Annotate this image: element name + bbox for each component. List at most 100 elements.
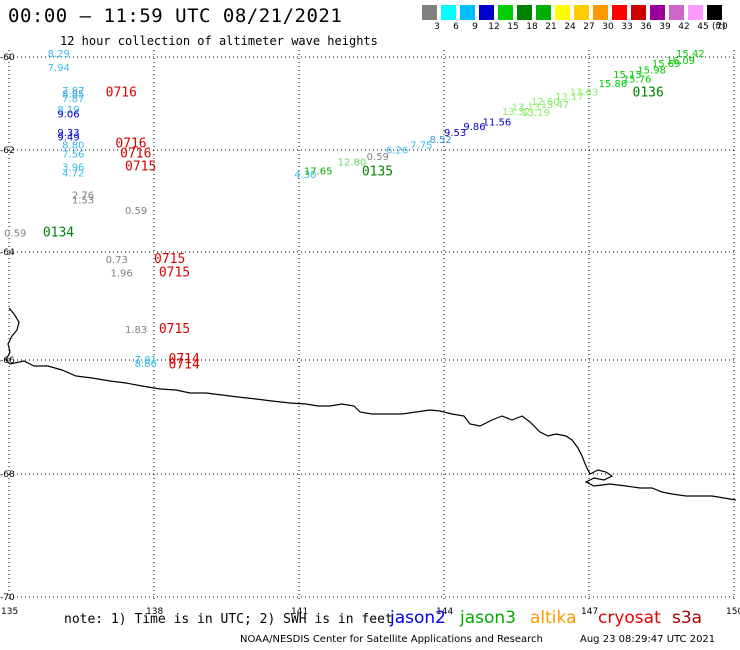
scale-label: 18 — [526, 22, 538, 32]
wave-height-value: 1.83 — [125, 325, 147, 336]
pass-time-label: 0716 — [120, 147, 151, 162]
scale-label: 15 — [507, 22, 519, 32]
note-text: note: 1) Time is in UTC; 2) SWH is in fe… — [64, 612, 393, 627]
longitude-label: 150 — [726, 607, 740, 617]
scale-swatch — [593, 5, 608, 20]
map-title: 00:00 – 11:59 UTC 08/21/2021 — [8, 5, 343, 27]
wave-height-value: 0.59 — [367, 152, 389, 163]
wave-height-value: 7.87 — [62, 94, 84, 105]
map-subtitle: 12 hour collection of altimeter wave hei… — [60, 34, 378, 48]
wave-height-value: 9.06 — [57, 109, 79, 120]
scale-label: 36 — [640, 22, 652, 32]
scale-swatch — [555, 5, 570, 20]
scale-swatch — [517, 5, 532, 20]
graticule — [8, 50, 736, 600]
wave-height-value: 8.80 — [62, 141, 84, 152]
wave-height-value: 3.96 — [62, 162, 84, 173]
pass-time-labels: 0716071607160715013407150715071507140714… — [43, 86, 664, 373]
wave-height-value: 2.76 — [72, 190, 94, 201]
mission-label-jason2: jason2 — [390, 608, 446, 628]
pass-time-label: 0715 — [125, 159, 156, 174]
longitude-label: 141 — [291, 607, 308, 617]
wave-height-value: 8.19 — [57, 105, 79, 116]
pass-time-label: 0716 — [106, 86, 137, 101]
scale-swatch — [422, 5, 437, 20]
coastline — [5, 307, 737, 501]
wave-height-value: 4.72 — [62, 169, 84, 180]
latitude-label: -66 — [0, 356, 15, 366]
mission-label-altika: altika — [530, 608, 577, 628]
latitude-label: -62 — [0, 146, 15, 156]
pass-time-label: 0714 — [169, 352, 200, 367]
wave-height-value: 7.75 — [410, 141, 432, 152]
wave-height-value: 13.63 — [570, 88, 599, 99]
scale-label: 39 — [659, 22, 671, 32]
wave-height-value: 15.98 — [637, 65, 666, 76]
wave-height-value: 15.69 — [652, 59, 681, 70]
wave-height-value: 7.87 — [62, 86, 84, 97]
wave-height-value: 0.59 — [4, 229, 26, 240]
wave-height-value: 12.80 — [338, 157, 367, 168]
scale-unit: (ft) — [712, 22, 726, 32]
scale-label: 3 — [434, 22, 440, 32]
longitude-label: 138 — [146, 607, 163, 617]
scale-swatch — [498, 5, 513, 20]
latitude-label: -70 — [0, 593, 15, 603]
pass-time-label: 0716 — [115, 137, 146, 152]
scale-swatch — [631, 5, 646, 20]
scale-label: 12 — [488, 22, 500, 32]
wave-height-value: 11.56 — [483, 117, 512, 128]
wave-height-value: 8.29 — [48, 49, 70, 60]
wave-height-value: 7.81 — [135, 355, 157, 366]
mission-label-cryosat: cryosat — [598, 608, 661, 628]
wave-height-value: 9.53 — [444, 128, 466, 139]
scale-swatch — [441, 5, 456, 20]
scale-label: 27 — [583, 22, 595, 32]
pass-time-label: 0715 — [154, 252, 185, 267]
scale-label: 9 — [472, 22, 478, 32]
scale-label: 30 — [602, 22, 614, 32]
pass-time-label: 0135 — [362, 165, 393, 180]
wave-height-value: 15.86 — [599, 79, 628, 90]
wave-height-value: 8.85 — [62, 89, 84, 100]
wave-height-value: 9.49 — [57, 133, 79, 144]
scale-swatch — [688, 5, 703, 20]
pass-time-label: 0715 — [159, 322, 190, 337]
mission-label-jason3: jason3 — [460, 608, 516, 628]
scale-label: 45 — [697, 22, 709, 32]
credits-text: NOAA/NESDIS Center for Satellite Applica… — [240, 634, 543, 645]
wave-height-value: 13.17 — [555, 92, 584, 103]
wave-height-value: 12.60 — [531, 97, 560, 108]
longitude-label: 135 — [1, 607, 18, 617]
scale-swatch — [536, 5, 551, 20]
wave-height-value: 13.32 — [502, 107, 531, 118]
scale-swatch — [650, 5, 665, 20]
scale-swatch — [460, 5, 475, 20]
scale-swatch — [669, 5, 684, 20]
wave-height-value: 16.09 — [666, 56, 695, 67]
wave-height-observations: 8.297.947.878.857.878.199.069.339.498.80… — [4, 49, 704, 370]
scale-swatch — [707, 5, 722, 20]
wave-height-value: 13.47 — [541, 100, 570, 111]
pass-time-label: 0134 — [43, 226, 74, 241]
wave-height-value: 1.53 — [72, 196, 94, 207]
wave-height-value: 15.15 — [613, 70, 642, 81]
scale-swatch — [479, 5, 494, 20]
wave-height-value: 8.52 — [430, 135, 452, 146]
longitude-label: 147 — [581, 607, 598, 617]
scale-swatch — [612, 5, 627, 20]
mission-label-s3a: s3a — [672, 608, 703, 628]
axis-labels: 135 138 141 144 147 150 -60 -62 -64 -66 -68 -70 — [0, 53, 740, 617]
scale-label: 6 — [453, 22, 459, 32]
wave-height-value: 7.56 — [62, 150, 84, 161]
wave-height-value: 13.13 — [512, 102, 541, 113]
wave-height-value: 0.73 — [106, 255, 128, 266]
wave-height-value: 4.30 — [294, 170, 316, 181]
wave-height-value: 17.65 — [304, 166, 333, 177]
pass-time-label: 0714 — [169, 358, 200, 373]
longitude-label: 144 — [436, 607, 453, 617]
wave-height-value: 8.86 — [135, 359, 157, 370]
scale-label: 70 — [716, 22, 728, 32]
wave-height-value: 15.76 — [623, 75, 652, 86]
